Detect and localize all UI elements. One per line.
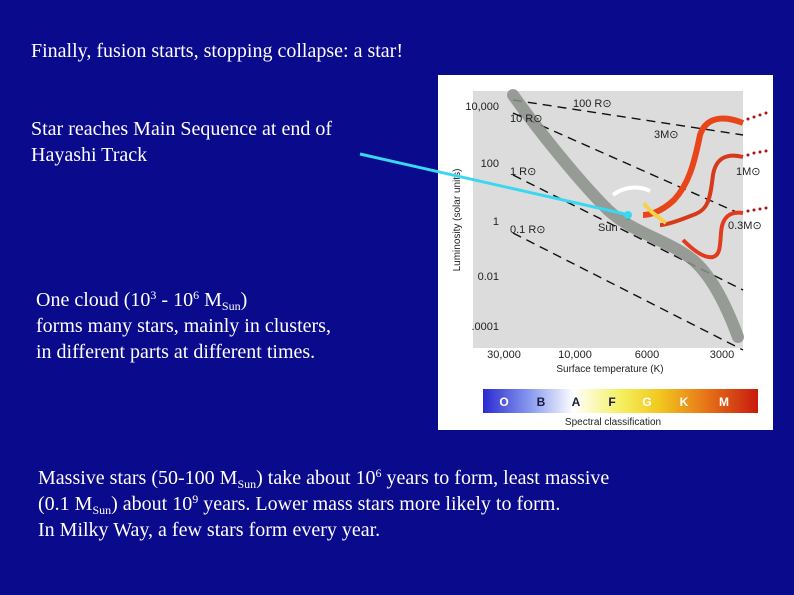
spectral-bar — [483, 389, 758, 413]
spectral-k: K — [680, 395, 689, 409]
hr-diagram-figure: 100 R⊙ 10 R⊙ 1 R⊙ 0.1 R⊙ 3M⊙ 1M⊙ 0.3M⊙ S… — [438, 75, 773, 430]
track-3msun — [642, 115, 745, 218]
y-axis-label: Luminosity (solar units) — [452, 169, 463, 272]
track-dots — [746, 111, 768, 213]
spectral-f: F — [608, 395, 615, 409]
note-line-1: Star reaches Main Sequence at end of — [31, 118, 332, 140]
mass-label-03: 0.3M⊙ — [728, 220, 762, 232]
hr-diagram: 100 R⊙ 10 R⊙ 1 R⊙ 0.1 R⊙ 3M⊙ 1M⊙ 0.3M⊙ S… — [452, 89, 768, 428]
spectral-g: G — [642, 395, 651, 409]
sun-label: Sun — [598, 222, 618, 234]
cloud-text-b: - 10 — [156, 289, 194, 311]
massive-exp-2: 9 — [192, 492, 199, 506]
track-yellow-segment — [642, 201, 668, 225]
massive-text-a: Massive stars (50-100 M — [38, 467, 238, 489]
spectral-m: M — [719, 395, 729, 409]
y-tick-10000: 10,000 — [465, 101, 499, 113]
note-line-2: Hayashi Track — [31, 144, 148, 166]
y-tick-001: 0.01 — [478, 271, 499, 283]
x-tick-6000: 6000 — [635, 349, 659, 361]
slide-title: Finally, fusion starts, stopping collaps… — [31, 40, 403, 62]
radius-line-100 — [512, 99, 744, 136]
radius-label-100: 100 R⊙ — [573, 98, 612, 110]
track-03msun — [681, 210, 744, 260]
cloud-text-c: M — [199, 289, 222, 311]
y-tick-100: 100 — [481, 158, 499, 170]
massive-stars-paragraph: Massive stars (50-100 MSun) take about 1… — [38, 465, 778, 543]
spectral-a: A — [572, 395, 581, 409]
massive-text-c: years to form, least massive — [381, 467, 610, 489]
massive-text-b: ) take about 10 — [256, 467, 376, 489]
massive-text-e: ) about 10 — [111, 493, 193, 515]
sun-marker — [625, 214, 631, 220]
spectral-caption: Spectral classification — [565, 417, 661, 428]
x-tick-30000: 30,000 — [487, 349, 521, 361]
radius-label-01: 0.1 R⊙ — [510, 224, 546, 236]
main-sequence-band — [507, 89, 744, 343]
spectral-b: B — [537, 395, 546, 409]
radius-line-10 — [512, 112, 744, 216]
x-tick-10000: 10,000 — [558, 349, 592, 361]
massive-exp-1: 6 — [375, 466, 382, 480]
massive-line-3: In Milky Way, a few stars form every yea… — [38, 519, 381, 541]
cloud-line-2: forms many stars, mainly in clusters, — [36, 315, 331, 337]
massive-text-f: years. Lower mass stars more likely to f… — [198, 493, 561, 515]
cloud-paragraph: One cloud (103 - 106 MSun) forms many st… — [36, 287, 436, 365]
radius-line-01 — [512, 232, 744, 351]
x-axis-label: Surface temperature (K) — [556, 364, 663, 375]
spectral-class-labels: O B A F G K M — [499, 395, 729, 409]
cloud-text-a: One cloud (10 — [36, 289, 151, 311]
massive-text-d: (0.1 M — [38, 493, 93, 515]
cloud-text-d: ) — [240, 289, 248, 311]
cloud-sub: Sun — [221, 299, 241, 313]
cloud-exp-2: 6 — [193, 288, 200, 302]
cloud-exp-1: 3 — [150, 288, 157, 302]
spectral-o: O — [499, 395, 508, 409]
mass-label-1: 1M⊙ — [736, 166, 761, 178]
x-tick-labels: 30,000 10,000 6000 3000 — [487, 349, 734, 361]
y-tick-00001: .0001 — [471, 321, 499, 333]
x-tick-3000: 3000 — [710, 349, 734, 361]
mass-label-3: 3M⊙ — [654, 129, 679, 141]
main-sequence-note: Star reaches Main Sequence at end of Hay… — [31, 116, 421, 168]
y-tick-1: 1 — [493, 216, 499, 228]
track-1msun — [659, 153, 744, 227]
radius-label-1: 1 R⊙ — [510, 166, 536, 178]
massive-sub-1: Sun — [237, 477, 257, 491]
radius-label-10: 10 R⊙ — [510, 113, 542, 125]
cloud-line-3: in different parts at different times. — [36, 341, 316, 363]
massive-sub-2: Sun — [92, 503, 112, 517]
